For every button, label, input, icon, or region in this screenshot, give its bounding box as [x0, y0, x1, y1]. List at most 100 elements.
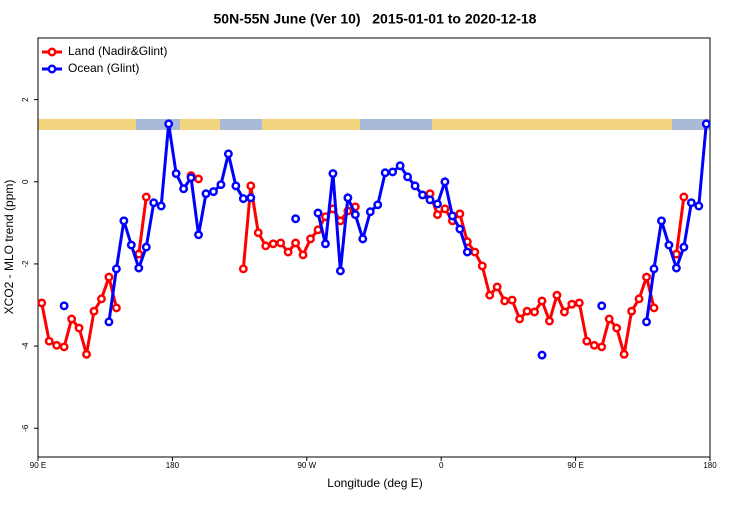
data-point: [246, 193, 256, 203]
data-point: [634, 294, 644, 304]
ocean-band: [38, 119, 710, 130]
data-point: [500, 296, 510, 306]
data-point: [194, 174, 203, 184]
x-tick-label: 180: [703, 461, 717, 470]
data-point: [44, 336, 54, 346]
data-point: [642, 317, 651, 327]
data-point: [141, 192, 151, 202]
data-point: [104, 317, 114, 327]
data-point: [216, 180, 226, 190]
data-point: [365, 207, 375, 217]
data-point: [171, 169, 181, 179]
data-point: [515, 314, 525, 324]
data-point: [74, 323, 84, 333]
data-point: [194, 230, 203, 240]
data-point: [141, 242, 151, 252]
x-tick-label: 90 E: [30, 461, 46, 470]
data-point: [418, 190, 427, 200]
data-point: [627, 306, 637, 316]
data-point: [649, 303, 659, 313]
data-point: [97, 294, 106, 304]
data-point: [619, 349, 629, 359]
data-point: [52, 340, 62, 350]
data-point: [276, 238, 286, 248]
x-tick-label: 0: [439, 461, 444, 470]
y-tick-label: 0: [21, 179, 30, 184]
data-point: [664, 240, 674, 250]
data-point: [111, 264, 121, 274]
data-point: [657, 216, 666, 226]
data-point: [470, 247, 480, 257]
data-point: [477, 261, 487, 271]
data-point: [522, 306, 532, 316]
data-point: [149, 198, 159, 208]
y-axis-label: XCO2 - MLO trend (ppm): [2, 180, 16, 315]
data-point: [268, 239, 278, 249]
data-point: [223, 149, 233, 159]
data-point: [59, 342, 69, 352]
data-point: [686, 198, 696, 208]
data-point: [507, 295, 517, 305]
data-point: [246, 181, 256, 191]
data-point: [261, 241, 271, 251]
data-point: [283, 247, 293, 257]
data-point: [492, 282, 502, 292]
x-axis-label: Longitude (deg E): [327, 476, 422, 490]
data-point: [164, 119, 174, 129]
data-point: [701, 119, 711, 129]
data-point: [291, 238, 301, 248]
data-point: [321, 239, 330, 249]
land-band: [180, 119, 220, 130]
data-point: [335, 266, 345, 276]
data-point: [574, 298, 584, 308]
data-point: [82, 349, 91, 359]
data-point: [425, 195, 435, 205]
data-point: [410, 181, 420, 191]
data-point: [447, 211, 457, 221]
data-point: [59, 301, 69, 311]
data-point: [238, 264, 248, 274]
x-tick-label: 180: [166, 461, 180, 470]
x-tick-label: 90 W: [297, 461, 316, 470]
data-point: [358, 234, 368, 244]
data-point: [134, 263, 144, 273]
data-point: [395, 161, 405, 171]
data-point: [537, 296, 547, 306]
data-point: [306, 234, 315, 244]
data-point: [313, 208, 323, 218]
data-point: [343, 193, 353, 203]
x-tick-label: 90 E: [567, 461, 583, 470]
data-point: [582, 336, 592, 346]
data-point: [552, 290, 562, 300]
data-point: [186, 173, 196, 183]
data-point: [201, 189, 211, 199]
land-band: [432, 119, 672, 130]
data-point: [380, 168, 390, 178]
data-point: [462, 247, 472, 257]
data-point: [298, 250, 308, 260]
data-point: [567, 299, 577, 309]
data-point: [671, 263, 681, 273]
data-point: [37, 298, 47, 308]
data-point: [209, 187, 218, 197]
data-point: [126, 240, 136, 250]
data-point: [537, 350, 547, 360]
y-tick-label: -4: [21, 342, 30, 350]
legend-label: Land (Nadir&Glint): [68, 44, 167, 58]
data-point: [111, 303, 121, 313]
data-point: [403, 172, 413, 182]
data-point: [433, 210, 442, 220]
data-point: [291, 214, 301, 224]
data-point: [328, 169, 338, 179]
data-point: [350, 210, 360, 220]
data-point: [597, 342, 607, 352]
data-point: [559, 307, 569, 317]
data-point: [119, 216, 129, 226]
data-point: [485, 290, 495, 300]
series-line: [645, 123, 708, 323]
data-point: [597, 301, 607, 311]
data-point: [238, 194, 248, 204]
map-strip: [38, 119, 710, 130]
